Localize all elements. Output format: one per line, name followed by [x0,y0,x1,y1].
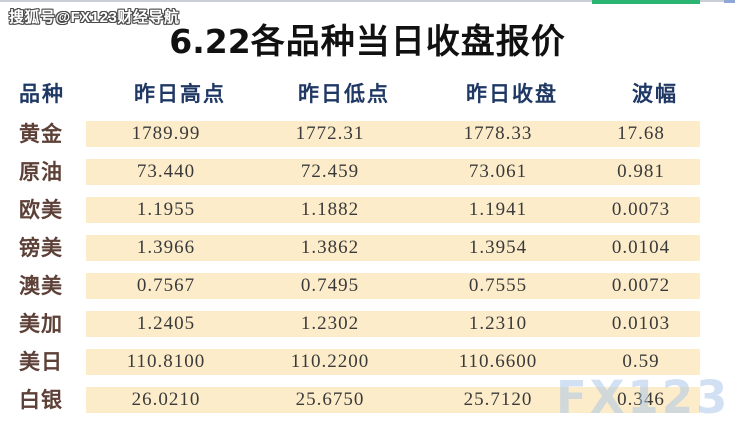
low-value: 25.6750 [295,389,365,410]
close-value: 1778.33 [463,123,533,144]
table-body: 黄金 1789.99 1772.31 1778.33 17.68 原油 73.4… [0,121,735,425]
row-band: 73.440 72.459 73.061 0.981 [86,159,700,185]
instrument-name: 原油 [19,160,63,184]
column-header-close: 昨日收盘 [466,82,558,106]
range-value: 0.346 [617,389,665,410]
close-value: 1.2310 [468,313,528,334]
table-row-gold: 黄金 1789.99 1772.31 1778.33 17.68 [0,121,735,147]
title-text: 各品种当日收盘报价 [250,24,566,61]
sohu-account-watermark: 搜狐号@FX123财经导航 [9,9,180,26]
low-value: 72.459 [300,161,360,182]
page-title: 6.22各品种当日收盘报价 [0,14,735,63]
instrument-name: 欧美 [19,198,63,222]
close-value: 25.7120 [463,389,533,410]
row-band: 0.7567 0.7495 0.7555 0.0072 [86,273,700,299]
low-value: 1772.31 [295,123,365,144]
high-value: 1.2405 [136,313,196,334]
range-value: 17.68 [617,123,665,144]
range-value: 0.0073 [611,199,671,220]
column-header-low: 昨日低点 [298,82,390,106]
low-value: 1.1882 [300,199,360,220]
close-value: 1.1941 [468,199,528,220]
row-band: 1.3966 1.3862 1.3954 0.0104 [86,235,700,261]
table-row-crude-oil: 原油 73.440 72.459 73.061 0.981 [0,159,735,185]
low-value: 1.3862 [300,237,360,258]
close-value: 1.3954 [468,237,528,258]
column-header-instrument: 品种 [19,82,65,106]
green-accent-line [592,0,700,4]
high-value: 0.7567 [136,275,196,296]
table-row-silver: 白银 26.0210 25.6750 25.7120 0.346 [0,387,735,413]
blue-accent-tick [724,0,735,3]
high-value: 1.3966 [136,237,196,258]
instrument-name: 黄金 [19,122,63,146]
table-row-gbpusd: 镑美 1.3966 1.3862 1.3954 0.0104 [0,235,735,261]
close-value: 0.7555 [468,275,528,296]
high-value: 26.0210 [131,389,201,410]
high-value: 110.8100 [126,351,206,372]
range-value: 0.59 [622,351,660,372]
high-value: 1.1955 [136,199,196,220]
low-value: 1.2302 [300,313,360,334]
fx123-watermark: FX123 [556,371,731,424]
low-value: 110.2200 [290,351,370,372]
range-value: 0.0104 [611,237,671,258]
instrument-name: 镑美 [19,236,63,260]
row-band: 26.0210 25.6750 25.7120 0.346 [86,387,700,413]
row-band: 1789.99 1772.31 1778.33 17.68 [86,121,700,147]
low-value: 0.7495 [300,275,360,296]
high-value: 73.440 [136,161,196,182]
high-value: 1789.99 [131,123,201,144]
value-column-headers: 昨日高点 昨日低点 昨日收盘 波幅 [100,82,714,106]
instrument-name: 美日 [19,350,63,374]
top-border-line [0,0,735,2]
column-header-range: 波幅 [632,82,678,106]
table-row-usdjpy: 美日 110.8100 110.2200 110.6600 0.59 [0,349,735,375]
range-value: 0.0103 [611,313,671,334]
range-value: 0.981 [617,161,665,182]
table-header-row: 品种 昨日高点 昨日低点 昨日收盘 波幅 [0,82,735,106]
row-band: 1.1955 1.1882 1.1941 0.0073 [86,197,700,223]
instrument-name: 白银 [19,388,63,412]
close-value: 110.6600 [458,351,538,372]
range-value: 0.0072 [611,275,671,296]
instrument-name: 美加 [19,312,63,336]
table-row-usdcad: 美加 1.2405 1.2302 1.2310 0.0103 [0,311,735,337]
row-band: 1.2405 1.2302 1.2310 0.0103 [86,311,700,337]
table-row-audusd: 澳美 0.7567 0.7495 0.7555 0.0072 [0,273,735,299]
title-date: 6.22 [169,22,251,61]
table-row-eurusd: 欧美 1.1955 1.1882 1.1941 0.0073 [0,197,735,223]
instrument-name: 澳美 [19,274,63,298]
column-header-high: 昨日高点 [134,82,226,106]
close-value: 73.061 [468,161,528,182]
row-band: 110.8100 110.2200 110.6600 0.59 [86,349,700,375]
